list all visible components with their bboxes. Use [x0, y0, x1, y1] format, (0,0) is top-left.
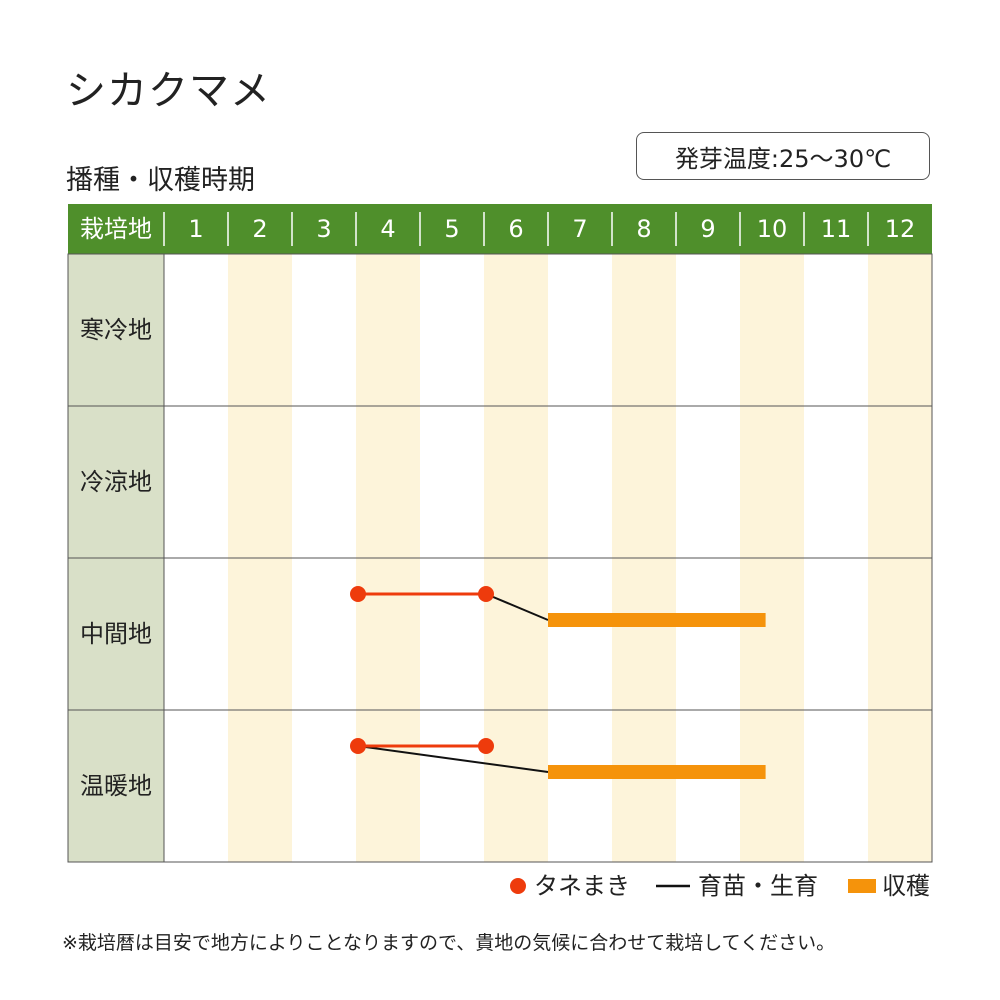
sowing-dot	[350, 586, 366, 602]
header-row	[68, 204, 932, 254]
harvest-bar	[548, 765, 766, 779]
month-label: 4	[380, 215, 395, 243]
month-label: 10	[757, 215, 788, 243]
harvest-bar	[548, 613, 766, 627]
region-label: 寒冷地	[80, 316, 152, 344]
page-title: シカクマメ	[66, 68, 271, 114]
section-subtitle: 播種・収穫時期	[66, 165, 255, 196]
month-label: 1	[188, 215, 203, 243]
month-label: 2	[252, 215, 267, 243]
legend-growing-label: 育苗・生育	[698, 872, 818, 900]
legend-sowing-label: タネまき	[534, 872, 630, 900]
growing-line	[357, 745, 549, 773]
legend-sowing-marker	[510, 878, 526, 894]
header-corner-label: 栽培地	[80, 215, 152, 243]
month-label: 9	[700, 215, 715, 243]
footnote: ※栽培暦は目安で地方によりことなりますので、貴地の気候に合わせて栽培してください…	[62, 932, 836, 954]
sowing-dot	[478, 586, 494, 602]
table-frame	[67, 253, 933, 863]
month-label: 11	[821, 215, 852, 243]
month-label: 3	[316, 215, 331, 243]
month-label: 12	[885, 215, 916, 243]
month-label: 7	[572, 215, 587, 243]
region-label: 中間地	[80, 620, 152, 648]
sowing-dot	[478, 738, 494, 754]
legend-harvest-marker	[848, 879, 876, 893]
region-label: 温暖地	[80, 772, 152, 800]
month-label: 6	[508, 215, 523, 243]
month-label: 5	[444, 215, 459, 243]
growing-line	[485, 593, 549, 621]
month-label: 8	[636, 215, 651, 243]
germination-temperature-badge: 発芽温度:25〜30℃	[636, 132, 930, 180]
legend-harvest-label: 収穫	[882, 872, 930, 900]
sowing-dot	[350, 738, 366, 754]
region-label: 冷涼地	[80, 468, 152, 496]
